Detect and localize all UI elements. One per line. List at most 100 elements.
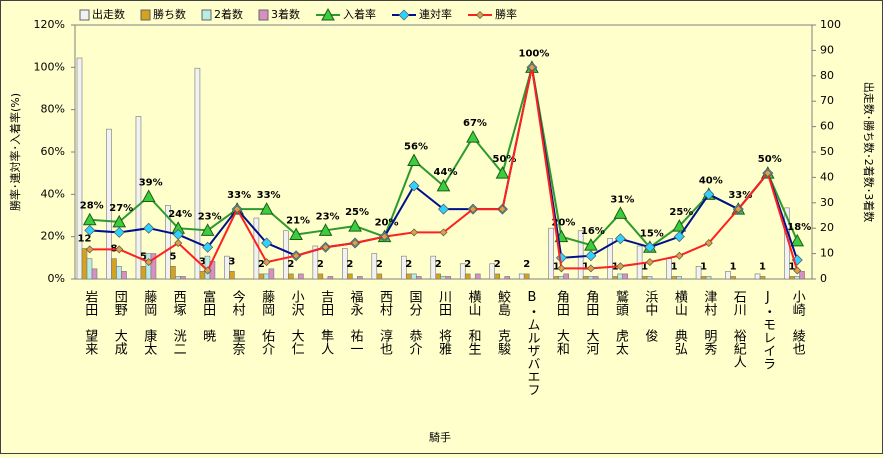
bar [145,253,152,280]
bar [106,128,112,280]
bar [671,276,677,280]
data-label: 24% [168,209,192,220]
bar [607,238,613,280]
bar [582,276,589,280]
bar [474,273,481,280]
bar [494,273,501,280]
line-marker [321,7,335,21]
data-label: 23% [316,211,340,222]
bar [435,273,442,280]
data-label: 16% [581,226,605,237]
data-label: 33% [227,190,251,201]
line-marker [584,238,598,251]
bar-label: 1 [759,261,766,272]
line-marker [82,212,97,226]
bar-label: 2 [494,259,501,270]
x-tick-label: 小沢 大仁 [289,290,305,355]
x-tick-label: 西塚 洸二 [171,290,187,355]
x-tick-label: 藤岡 康太 [141,290,157,355]
bar [794,276,800,280]
x-tick-label: 団野 大成 [112,290,128,356]
line-marker [527,63,536,72]
line-marker [398,9,410,21]
x-tick-label: 横山 典弘 [672,290,688,355]
bar [504,276,511,280]
bar [111,258,117,280]
y2-tick-label: 80 [820,69,834,82]
bar [199,271,206,280]
bar [489,263,496,280]
legend-label: 2着数 [214,7,243,21]
bar [121,271,127,280]
bar-label: 2 [287,259,294,270]
line-marker [203,266,212,275]
bar-label: 1 [582,261,589,272]
bar [617,273,623,280]
bar [400,255,407,280]
line-marker [200,223,215,236]
bar-label: 2 [376,259,383,270]
x-tick-label: 鷲頭 虎太 [613,290,629,355]
y-tick-label: 120% [34,18,65,31]
bar [135,116,142,280]
bar-label: 2 [258,259,265,270]
bar [558,276,564,280]
y-tick-label: 40% [41,187,65,200]
bar [440,276,447,280]
x-tick-label: 西村 淳也 [377,290,393,355]
data-label: 33% [728,190,752,201]
bar [563,273,569,280]
y2-tick-label: 60 [820,120,834,133]
data-label: 31% [610,194,634,205]
y2-tick-label: 90 [820,43,834,56]
line-marker [734,205,743,214]
bar [86,258,93,280]
bar [646,276,653,280]
line-marker [233,205,242,214]
x-tick-label: 横山 和生 [465,290,481,355]
legend-swatch [201,9,212,21]
legend-label: 勝ち数 [153,7,186,21]
x-tick-label: 小崎 綾也 [790,290,806,355]
y-tick-label: 0% [48,272,65,285]
line-marker [476,11,484,19]
line-marker [84,224,96,236]
bar [170,265,176,280]
y2-tick-label: 20 [820,221,834,234]
bar-label: 3 [199,256,206,267]
data-label: 27% [109,203,133,214]
bar [268,268,275,280]
x-tick-label: 富田 暁 [200,289,215,343]
bar [312,245,319,280]
bar [224,255,230,280]
legend-label: 連対率 [419,7,452,21]
data-label: 15% [640,228,664,239]
line-marker [498,205,507,214]
line-marker [174,239,183,248]
data-label: 44% [434,167,458,178]
y-tick-label: 80% [41,103,65,116]
bar [317,273,324,280]
data-label: 25% [669,207,693,218]
bar [430,255,437,280]
line-marker [141,189,156,202]
y2-tick-label: 50 [820,145,834,158]
line-marker [793,266,802,275]
line-marker [144,258,153,267]
line-marker [675,251,684,260]
data-label: 20% [375,218,399,229]
bar [592,276,599,280]
x-tick-label: 福永 祐一 [348,290,364,355]
bar [754,273,761,280]
bar [175,276,181,280]
legend-label: 入着率 [343,7,376,21]
bar-label: 3 [228,256,235,267]
bar-label: 2 [435,259,442,270]
line-marker [407,153,421,166]
bar [405,273,412,280]
line-marker [436,178,451,192]
line-marker [614,233,626,245]
line-marker [495,166,510,179]
bar-label: 2 [346,259,353,270]
